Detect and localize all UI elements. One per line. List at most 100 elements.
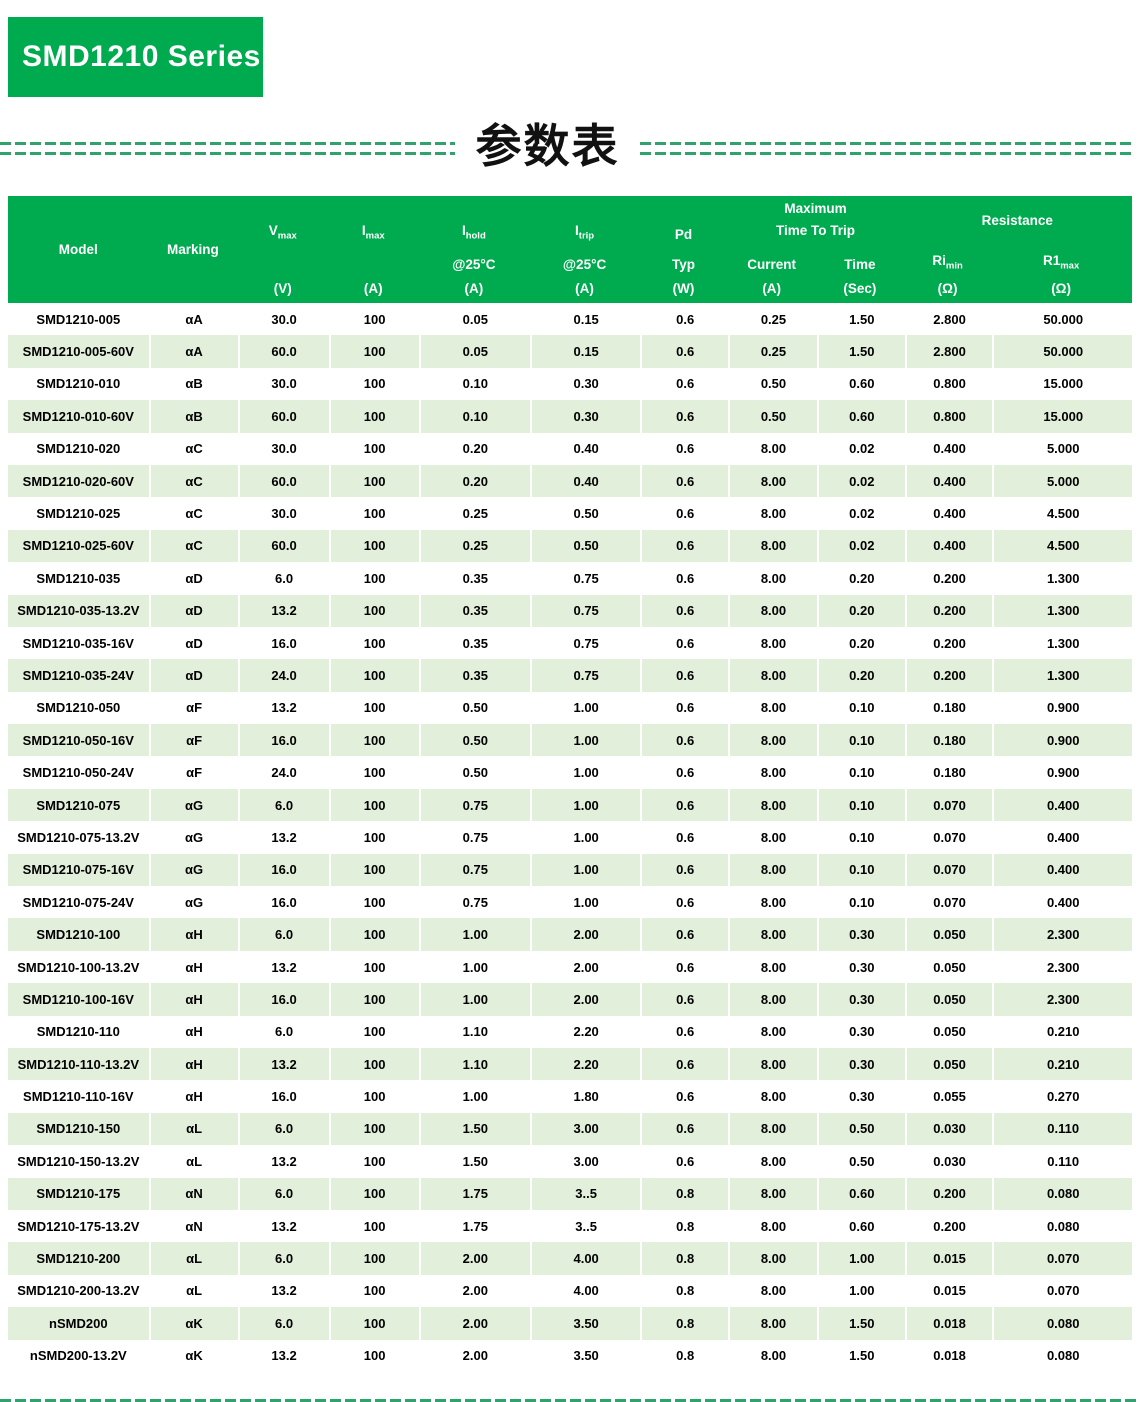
- cell-pd-typ: 0.6: [640, 1047, 729, 1081]
- cell-imax: 100: [328, 821, 419, 854]
- cell-imax: 100: [328, 659, 419, 692]
- cell-imax: 100: [328, 756, 419, 789]
- cell-imax: 100: [328, 1274, 419, 1308]
- cell-pd-typ: 0.8: [640, 1209, 729, 1243]
- cell-model: SMD1210-100: [8, 918, 149, 951]
- table-row: SMD1210-005 αA 30.0 100 0.05 0.15 0.6 0.25 1.50 2…: [8, 303, 1132, 336]
- cell-imax: 100: [328, 529, 419, 563]
- column-header-trip-current: Current: [747, 257, 797, 272]
- cell-pd-typ: 0.6: [640, 918, 729, 951]
- title-rule-left-bottom: [0, 152, 455, 155]
- table-row: SMD1210-150-13.2V αL 13.2 100 1.50 3.00 0.6 8.0…: [8, 1145, 1132, 1178]
- cell-imax: 100: [328, 950, 419, 984]
- title-rule-right-bottom: [640, 152, 1132, 155]
- cell-imax: 100: [328, 1015, 419, 1048]
- cell-itrip: 3.50: [530, 1339, 641, 1372]
- cell-vmax: 24.0: [237, 756, 329, 789]
- cell-trip-current: 8.00: [728, 1274, 817, 1308]
- cell-trip-current: 8.00: [728, 497, 817, 530]
- cell-itrip: 1.00: [530, 821, 641, 854]
- cell-ri-min: 0.200: [904, 1177, 993, 1210]
- cell-model: SMD1210-100-13.2V: [8, 950, 149, 984]
- cell-imax: 100: [328, 367, 419, 401]
- cell-vmax: 13.2: [237, 1145, 329, 1178]
- cell-ri-min: 0.400: [904, 529, 993, 563]
- cell-trip-current: 0.50: [728, 367, 817, 401]
- cell-r1-max: 1.300: [992, 594, 1132, 627]
- table-row: SMD1210-035 αD 6.0 100 0.35 0.75 0.6 8.00 0.20 0.…: [8, 562, 1132, 595]
- cell-trip-time: 0.10: [816, 821, 905, 854]
- cell-ri-min: 0.050: [904, 1047, 993, 1081]
- cell-ri-min: 0.050: [904, 983, 993, 1016]
- cell-ihold: 0.75: [418, 886, 531, 919]
- cell-trip-time: 1.50: [816, 1307, 905, 1340]
- cell-imax: 100: [328, 432, 419, 465]
- cell-r1-max: 0.110: [992, 1145, 1132, 1178]
- cell-ri-min: 0.070: [904, 886, 993, 919]
- cell-vmax: 13.2: [237, 1047, 329, 1081]
- cell-ri-min: 0.180: [904, 691, 993, 725]
- cell-trip-time: 1.50: [816, 335, 905, 368]
- cell-imax: 100: [328, 1209, 419, 1243]
- cell-trip-time: 0.10: [816, 724, 905, 757]
- cell-vmax: 6.0: [237, 562, 329, 595]
- cell-ihold: 0.75: [418, 821, 531, 854]
- cell-trip-time: 0.10: [816, 886, 905, 919]
- title-rule-right: [640, 142, 1132, 155]
- cell-r1-max: 0.080: [992, 1307, 1132, 1340]
- cell-trip-current: 8.00: [728, 1112, 817, 1146]
- cell-ihold: 2.00: [418, 1242, 531, 1275]
- table-row: SMD1210-035-13.2V αD 13.2 100 0.35 0.75 0.6 8.0…: [8, 594, 1132, 627]
- cell-r1-max: 1.300: [992, 626, 1132, 660]
- cell-model: nSMD200-13.2V: [8, 1339, 149, 1372]
- cell-pd-typ: 0.8: [640, 1339, 729, 1372]
- table-row: SMD1210-010 αB 30.0 100 0.10 0.30 0.6 0.50 0.60 0…: [8, 367, 1132, 401]
- cell-marking: αH: [148, 1080, 238, 1113]
- table-row: SMD1210-050-16V αF 16.0 100 0.50 1.00 0.6 8.00 0…: [8, 724, 1132, 757]
- cell-imax: 100: [328, 1177, 419, 1210]
- cell-trip-time: 1.00: [816, 1274, 905, 1308]
- cell-marking: αD: [148, 626, 238, 660]
- cell-model: SMD1210-150-13.2V: [8, 1145, 149, 1178]
- cell-trip-time: 0.30: [816, 1047, 905, 1081]
- cell-ihold: 1.00: [418, 983, 531, 1016]
- cell-vmax: 60.0: [237, 529, 329, 563]
- table-row: SMD1210-075 αG 6.0 100 0.75 1.00 0.6 8.00 0.10 0.…: [8, 788, 1132, 822]
- cell-trip-current: 8.00: [728, 1047, 817, 1081]
- cell-model: SMD1210-075-16V: [8, 853, 149, 887]
- cell-vmax: 16.0: [237, 886, 329, 919]
- cell-ri-min: 0.800: [904, 400, 993, 433]
- cell-pd-typ: 0.6: [640, 335, 729, 368]
- cell-trip-time: 0.10: [816, 788, 905, 822]
- cell-trip-current: 8.00: [728, 594, 817, 627]
- cell-vmax: 24.0: [237, 659, 329, 692]
- cell-model: SMD1210-035: [8, 562, 149, 595]
- cell-imax: 100: [328, 562, 419, 595]
- cell-r1-max: 0.900: [992, 756, 1132, 789]
- cell-trip-time: 0.30: [816, 918, 905, 951]
- cell-ri-min: 0.200: [904, 626, 993, 660]
- table-body: SMD1210-005 αA 30.0 100 0.05 0.15 0.6 0.25 1.50 2…: [8, 303, 1132, 1372]
- cell-ihold: 0.35: [418, 626, 531, 660]
- cell-marking: αH: [148, 1015, 238, 1048]
- cell-pd-typ: 0.6: [640, 464, 729, 498]
- cell-itrip: 1.00: [530, 724, 641, 757]
- cell-vmax: 13.2: [237, 1274, 329, 1308]
- cell-imax: 100: [328, 303, 419, 336]
- table-row: SMD1210-050 αF 13.2 100 0.50 1.00 0.6 8.00 0.10 0…: [8, 691, 1132, 725]
- series-badge-title: SMD1210 Series: [22, 40, 261, 73]
- cell-trip-time: 0.10: [816, 853, 905, 887]
- cell-vmax: 13.2: [237, 1209, 329, 1243]
- cell-pd-typ: 0.6: [640, 497, 729, 530]
- cell-r1-max: 0.070: [992, 1274, 1132, 1308]
- cell-ri-min: 0.200: [904, 1209, 993, 1243]
- title-rule-left-top: [0, 142, 455, 145]
- table-row: SMD1210-110 αH 6.0 100 1.10 2.20 0.6 8.00 0.30 0.…: [8, 1015, 1132, 1048]
- cell-imax: 100: [328, 724, 419, 757]
- cell-r1-max: 0.400: [992, 821, 1132, 854]
- cell-marking: αG: [148, 886, 238, 919]
- cell-pd-typ: 0.6: [640, 756, 729, 789]
- cell-imax: 100: [328, 1242, 419, 1275]
- cell-imax: 100: [328, 1145, 419, 1178]
- cell-ihold: 1.50: [418, 1145, 531, 1178]
